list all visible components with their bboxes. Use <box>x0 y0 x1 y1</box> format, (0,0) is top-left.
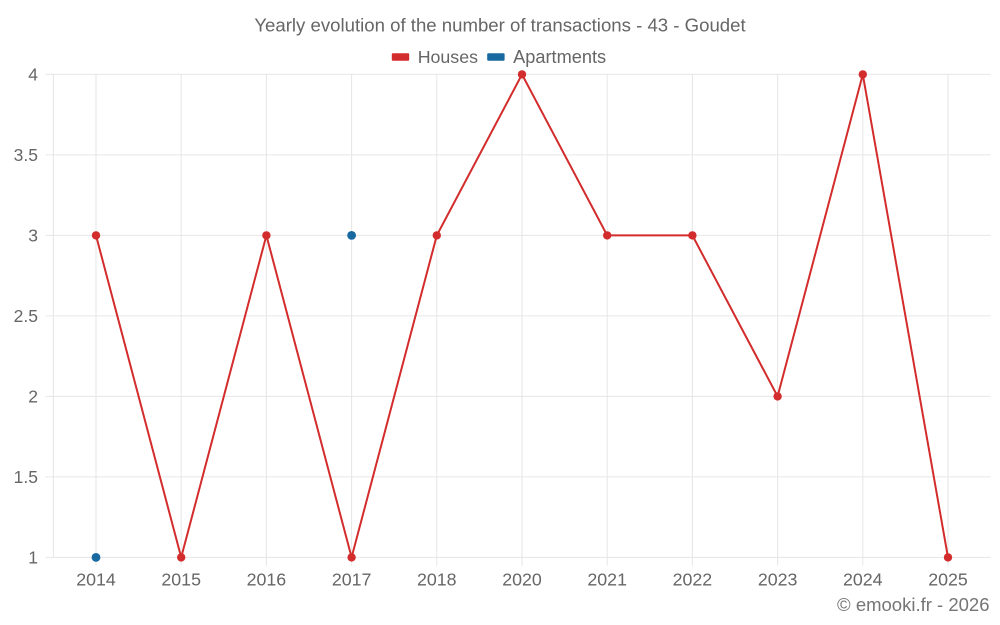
svg-text:2015: 2015 <box>161 569 201 589</box>
svg-text:3: 3 <box>28 226 38 246</box>
svg-text:Houses: Houses <box>418 47 478 67</box>
svg-text:1: 1 <box>28 548 38 568</box>
svg-text:2022: 2022 <box>673 569 713 589</box>
svg-text:2: 2 <box>28 387 38 407</box>
svg-text:Yearly evolution of the number: Yearly evolution of the number of transa… <box>254 15 746 36</box>
svg-text:2018: 2018 <box>417 569 457 589</box>
svg-text:2020: 2020 <box>502 569 542 589</box>
svg-text:2023: 2023 <box>758 569 798 589</box>
svg-text:Apartments: Apartments <box>513 47 606 67</box>
svg-text:2017: 2017 <box>332 569 372 589</box>
svg-text:3.5: 3.5 <box>14 145 38 165</box>
svg-text:2.5: 2.5 <box>14 306 38 326</box>
svg-text:2016: 2016 <box>247 569 287 589</box>
svg-text:2014: 2014 <box>76 569 116 589</box>
svg-text:2025: 2025 <box>928 569 968 589</box>
svg-text:2021: 2021 <box>587 569 627 589</box>
svg-text:© emooki.fr - 2026: © emooki.fr - 2026 <box>837 594 989 615</box>
svg-text:2024: 2024 <box>843 569 883 589</box>
svg-text:4: 4 <box>28 65 38 85</box>
svg-text:1.5: 1.5 <box>14 467 38 487</box>
